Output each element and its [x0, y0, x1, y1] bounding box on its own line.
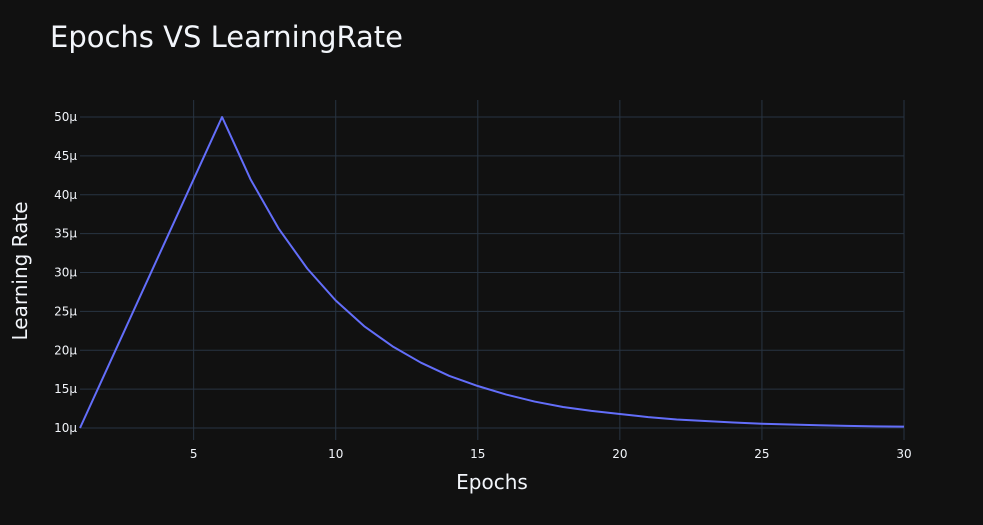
x-tick-label: 20 — [612, 447, 627, 461]
x-tick-label: 30 — [896, 447, 911, 461]
y-tick-label: 15μ — [54, 382, 77, 396]
x-tick-label: 5 — [190, 447, 198, 461]
y-axis-label: Learning Rate — [8, 201, 32, 340]
y-tick-label: 35μ — [54, 227, 77, 241]
chart-title: Epochs VS LearningRate — [50, 20, 403, 54]
x-tick-label: 15 — [470, 447, 485, 461]
y-tick-label: 20μ — [54, 343, 77, 357]
grid-lines — [80, 100, 905, 440]
y-tick-label: 25μ — [54, 304, 77, 318]
x-tick-label: 25 — [754, 447, 769, 461]
x-axis-label: Epochs — [456, 470, 528, 494]
y-tick-label: 10μ — [54, 421, 77, 435]
x-tick-label: 10 — [328, 447, 343, 461]
series-line — [79, 116, 905, 429]
y-tick-label: 50μ — [54, 110, 77, 124]
series-lines — [79, 116, 905, 429]
y-tick-label: 30μ — [54, 266, 77, 280]
y-tick-label: 40μ — [54, 188, 77, 202]
y-tick-label: 45μ — [54, 149, 77, 163]
tick-labels: 5 10 15 20 25 30 10μ 15μ 20μ 25μ 30μ 35μ 40μ 45μ 50μ — [54, 110, 912, 461]
